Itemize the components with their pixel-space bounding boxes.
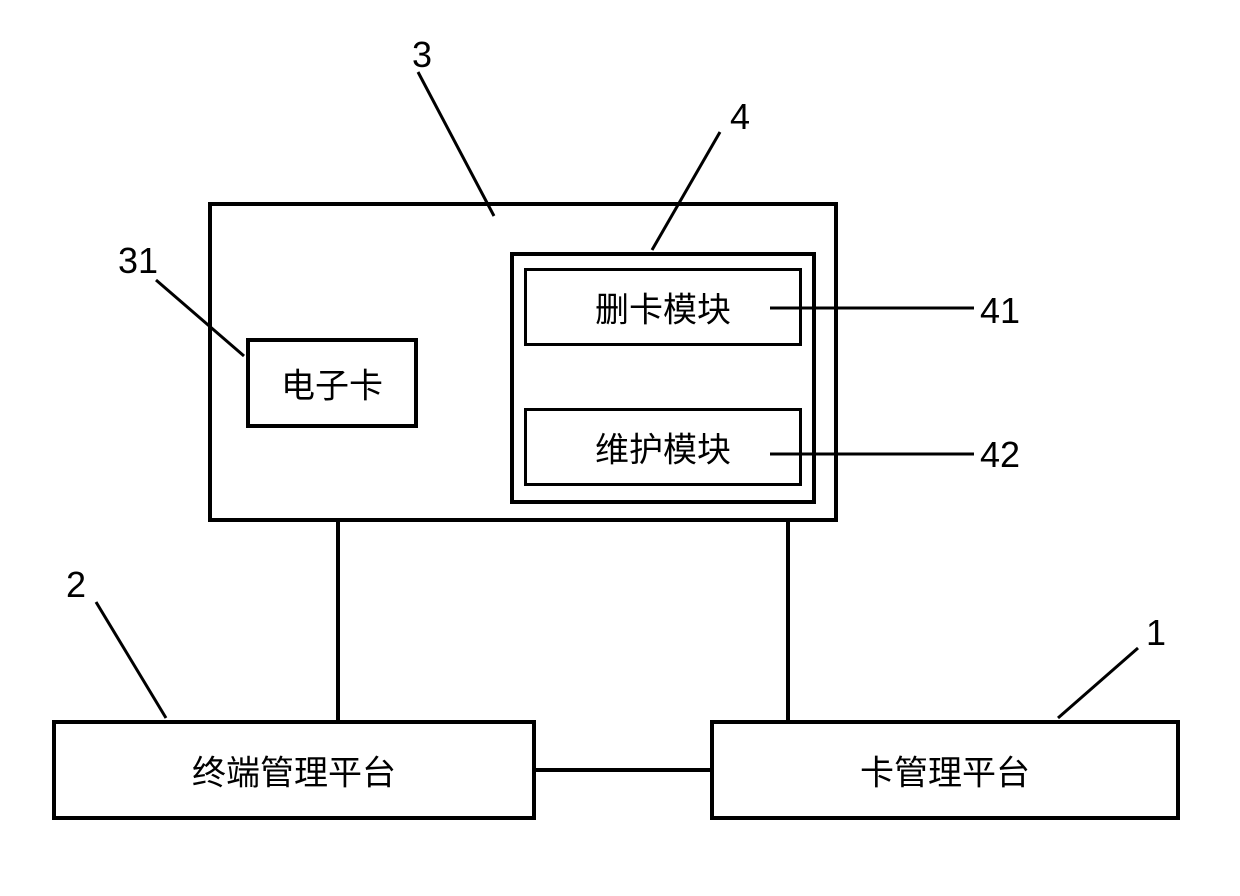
module-41-label: 删卡模块 xyxy=(595,283,731,332)
module-42-label: 维护模块 xyxy=(595,423,731,472)
card-mgmt-platform-1: 卡管理平台 xyxy=(710,720,1180,820)
terminal-mgmt-platform-2: 终端管理平台 xyxy=(52,720,536,820)
ref-label-1: 1 xyxy=(1146,612,1166,654)
ref-label-41: 41 xyxy=(980,290,1020,332)
ref-label-42: 42 xyxy=(980,434,1020,476)
ecard-label: 电子卡 xyxy=(281,359,383,408)
ecard-box-31: 电子卡 xyxy=(246,338,418,428)
leader-line-2 xyxy=(96,602,166,718)
leader-line-3 xyxy=(418,72,494,216)
terminal-label: 终端管理平台 xyxy=(192,746,396,795)
maintenance-module-42: 维护模块 xyxy=(524,408,802,486)
leader-line-1 xyxy=(1058,648,1138,718)
connector-terminal-to-cardmgmt xyxy=(536,768,710,772)
ref-label-3: 3 xyxy=(412,34,432,76)
connector-container-to-terminal xyxy=(336,522,340,720)
ref-label-31: 31 xyxy=(118,240,158,282)
connector-container-to-cardmgmt xyxy=(786,522,790,720)
ref-label-2: 2 xyxy=(66,564,86,606)
ref-label-4: 4 xyxy=(730,96,750,138)
cardmgmt-label: 卡管理平台 xyxy=(860,746,1030,795)
delete-card-module-41: 删卡模块 xyxy=(524,268,802,346)
